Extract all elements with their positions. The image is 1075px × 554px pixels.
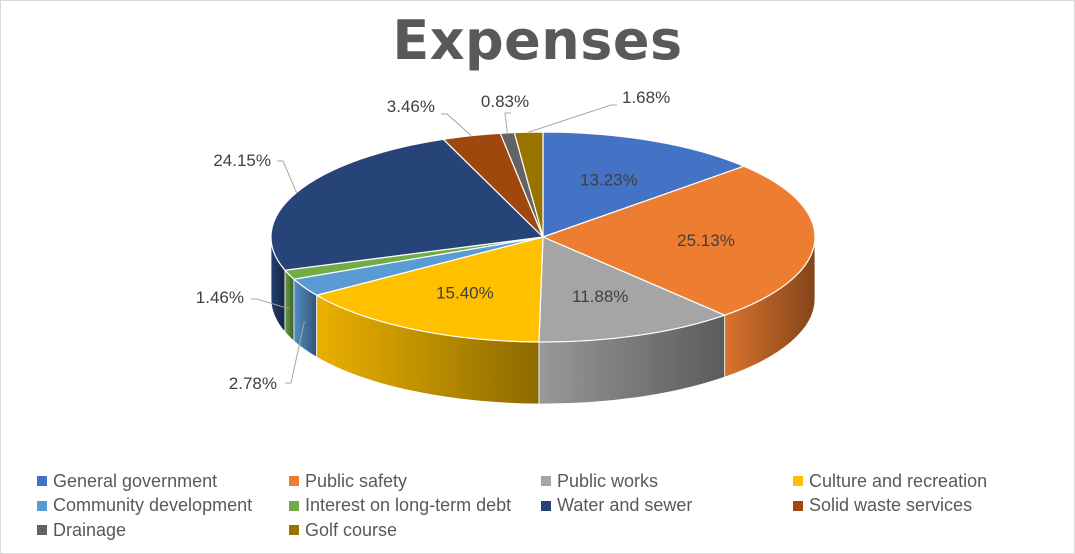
legend: General government Public safety Public wo… bbox=[37, 469, 1057, 543]
legend-label: Drainage bbox=[53, 519, 127, 540]
legend-item-general-government: General government bbox=[37, 469, 289, 494]
slice-side-interest-on-long-term-debt bbox=[284, 269, 295, 343]
data-label-golf-course: 1.68% bbox=[622, 88, 670, 107]
data-label-public-safety: 25.13% bbox=[677, 231, 735, 250]
data-label-solid-waste-services: 3.46% bbox=[387, 97, 435, 116]
legend-item-culture-and-recreation: Culture and recreation bbox=[793, 469, 1053, 494]
legend-swatch bbox=[289, 525, 299, 536]
slice-water-and-sewer bbox=[270, 138, 545, 271]
legend-item-golf-course: Golf course bbox=[289, 518, 541, 543]
legend-swatch bbox=[541, 500, 551, 511]
pie-chart: 13.23% 25.13% 11.88% 15.40% 2.78% 1.46% 24.15%… bbox=[196, 88, 816, 405]
data-label-drainage: 0.83% bbox=[481, 92, 529, 111]
leader-line-golf-course bbox=[528, 104, 617, 133]
legend-label: Solid waste services bbox=[809, 495, 973, 516]
slice-culture-and-recreation bbox=[315, 236, 544, 343]
legend-swatch bbox=[37, 525, 47, 536]
legend-label: Community development bbox=[53, 495, 253, 516]
legend-label: Public works bbox=[557, 470, 659, 491]
leader-line-solid-waste-services bbox=[441, 113, 472, 137]
data-label-interest-on-long-term-debt: 1.46% bbox=[196, 288, 244, 307]
chart-title: Expenses bbox=[392, 9, 683, 72]
legend-swatch bbox=[793, 500, 803, 511]
leader-line-drainage bbox=[504, 112, 511, 133]
data-label-community-development: 2.78% bbox=[229, 374, 277, 393]
legend-item-public-works: Public works bbox=[541, 469, 793, 494]
data-label-water-and-sewer: 24.15% bbox=[213, 151, 271, 170]
legend-swatch bbox=[289, 500, 299, 511]
leader-line-interest-on-long-term-debt bbox=[251, 298, 290, 310]
slice-general-government bbox=[542, 131, 746, 238]
legend-swatch bbox=[37, 476, 47, 487]
legend-label: Culture and recreation bbox=[809, 470, 988, 491]
legend-item-community-development: Community development bbox=[37, 494, 289, 519]
legend-label: Water and sewer bbox=[557, 495, 693, 516]
legend-item-water-and-sewer: Water and sewer bbox=[541, 494, 793, 519]
legend-swatch bbox=[793, 476, 803, 487]
legend-item-public-safety: Public safety bbox=[289, 469, 541, 494]
leader-line-community-development bbox=[285, 321, 305, 384]
legend-label: Golf course bbox=[305, 519, 398, 540]
data-label-general-government: 13.23% bbox=[580, 170, 638, 189]
slice-public-works bbox=[538, 236, 727, 343]
legend-item-solid-waste-services: Solid waste services bbox=[793, 494, 1053, 519]
legend-label: General government bbox=[53, 470, 218, 491]
legend-label: Interest on long-term debt bbox=[305, 495, 512, 516]
legend-swatch bbox=[289, 476, 299, 487]
leader-line-water-and-sewer bbox=[277, 160, 298, 193]
legend-item-interest-on-long-term-debt: Interest on long-term debt bbox=[289, 494, 541, 519]
legend-swatch bbox=[37, 500, 47, 511]
slice-public-safety bbox=[541, 165, 816, 316]
data-label-culture-and-recreation: 15.40% bbox=[436, 283, 494, 302]
legend-label: Public safety bbox=[305, 470, 408, 491]
legend-item-drainage: Drainage bbox=[37, 518, 289, 543]
legend-swatch bbox=[541, 476, 551, 487]
data-label-public-works: 11.88% bbox=[572, 287, 628, 306]
